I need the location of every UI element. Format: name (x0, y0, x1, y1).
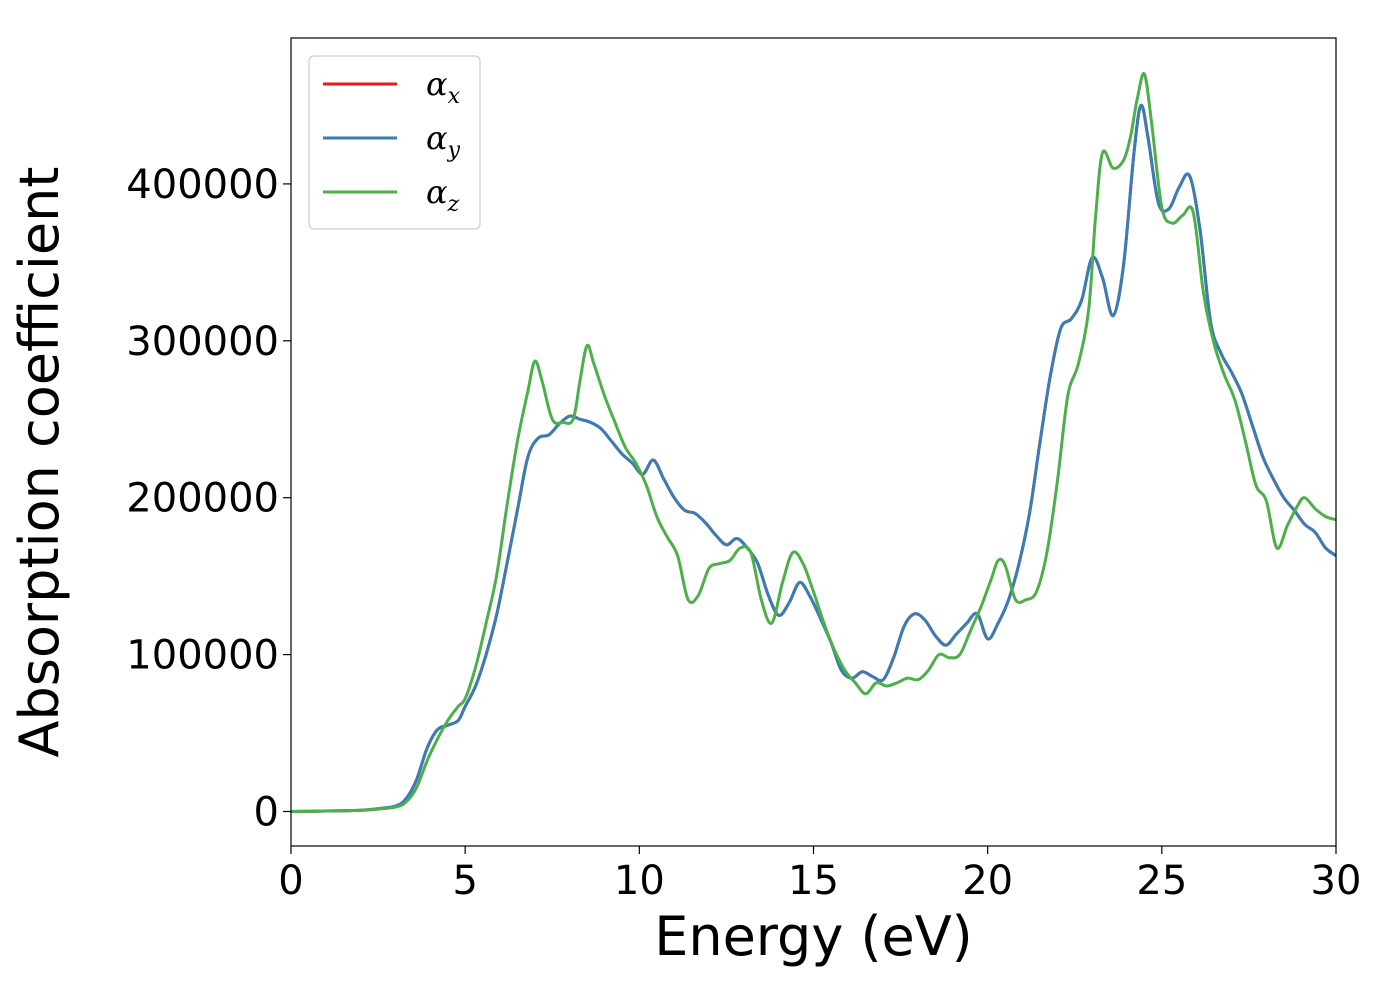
legend-label-subscript: z (447, 192, 460, 217)
x-tick-label: 0 (278, 858, 303, 904)
legend-label-y: αy (426, 119, 461, 163)
y-tick-label: 200000 (126, 476, 279, 522)
ticks-layer: 0 5 10 15 20 25 30 0 100000 200000 300000 400000 (126, 162, 1361, 904)
x-axis-title: Energy (eV) (654, 905, 973, 968)
legend-box (308, 55, 481, 230)
x-tick-label: 30 (1311, 858, 1362, 904)
series-line-z (291, 72, 1336, 813)
x-tick-label: 20 (962, 858, 1013, 904)
legend-label-base: α (426, 65, 448, 103)
x-tick-label: 10 (614, 858, 665, 904)
legend-label-x: αx (426, 65, 461, 109)
y-tick-label: 0 (254, 789, 279, 835)
legend-label-base: α (426, 119, 448, 157)
y-tick-label: 100000 (126, 633, 279, 679)
x-tick-label: 15 (788, 858, 839, 904)
y-axis-title: Absorption coefficient (8, 167, 71, 758)
y-tick-label: 400000 (126, 162, 279, 208)
legend-label-subscript: x (448, 84, 461, 109)
y-tick-label: 300000 (126, 319, 279, 365)
x-tick-label: 25 (1136, 858, 1187, 904)
legend-label-subscript: y (447, 138, 461, 163)
legend-label-base: α (426, 173, 448, 211)
x-tick-label: 5 (452, 858, 477, 904)
legend-label-z: αz (426, 173, 460, 217)
series-layer (291, 72, 1336, 813)
